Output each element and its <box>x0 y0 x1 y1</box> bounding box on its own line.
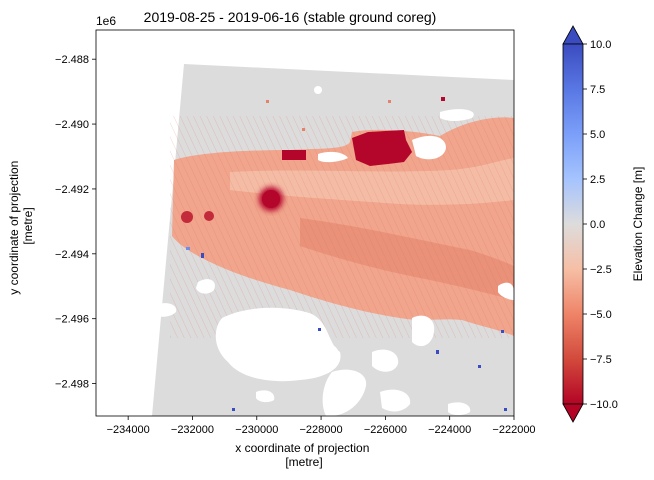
x-tick-label: −230000 <box>235 424 278 436</box>
colorbar-extend-min <box>562 403 584 423</box>
large-loss-patch <box>352 130 412 166</box>
y-offset-label: 1e6 <box>96 14 116 28</box>
elevation-change-raster <box>152 64 514 416</box>
loss-spot-b <box>262 190 280 208</box>
x-axis-label-line2: [metre] <box>285 455 322 469</box>
colorbar-tick-label: 7.5 <box>590 84 605 96</box>
colorbar: 10.0 7.5 5.0 2.5 0.0 −2.5 −5.0 −7.5 −10.0 Elevat… <box>562 25 645 423</box>
x-tick-label: −234000 <box>107 424 150 436</box>
y-tick-label: −2.494 <box>55 249 89 261</box>
loss-spot-d <box>204 211 214 221</box>
x-axis-label-line1: x coordinate of projection <box>235 441 369 455</box>
colorbar-extend-max <box>562 25 584 45</box>
small-loss-patch <box>282 150 306 160</box>
y-axis-ticks: −2.488 −2.490 −2.492 −2.494 −2.496 −2.498 <box>55 54 96 391</box>
speckles <box>186 97 507 411</box>
colorbar-tick-label: 10.0 <box>590 39 611 51</box>
colorbar-gradient <box>562 43 584 405</box>
crevasse-texture <box>170 116 514 338</box>
x-axis-label: x coordinate of projection [metre] <box>235 441 372 469</box>
colorbar-tick-label: −7.5 <box>590 354 612 366</box>
colorbar-ticks: 10.0 7.5 5.0 2.5 0.0 −2.5 −5.0 −7.5 −10.0 <box>583 39 618 411</box>
plot-area-frame <box>95 29 515 417</box>
x-tick-label: −222000 <box>492 424 535 436</box>
x-tick-label: −232000 <box>171 424 214 436</box>
y-tick-label: −2.492 <box>55 184 89 196</box>
x-tick-label: −224000 <box>428 424 471 436</box>
colorbar-tick-label: −2.5 <box>590 264 612 276</box>
colorbar-tick-label: −10.0 <box>590 399 618 411</box>
colorbar-tick-label: 0.0 <box>590 219 605 231</box>
y-axis-label-line1: y coordinate of projection <box>7 161 21 295</box>
colorbar-tick-label: 2.5 <box>590 174 605 186</box>
colorbar-tick-label: 5.0 <box>590 129 605 141</box>
chart-title: 2019-08-25 - 2019-06-16 (stable ground c… <box>144 9 437 25</box>
x-axis-ticks: −234000 −232000 −230000 −228000 −226000 −2240… <box>107 416 536 436</box>
y-tick-label: −2.488 <box>55 54 89 66</box>
colorbar-label: Elevation Change [m] <box>631 167 645 282</box>
y-axis-label-line2: [metre] <box>21 207 35 244</box>
x-tick-label: −228000 <box>300 424 343 436</box>
y-tick-label: −2.496 <box>55 314 89 326</box>
y-tick-label: −2.498 <box>55 379 89 391</box>
nodata-holes <box>152 86 514 416</box>
y-tick-label: −2.490 <box>55 119 89 131</box>
colorbar-tick-label: −5.0 <box>590 309 612 321</box>
loss-spot-c <box>181 211 193 223</box>
y-axis-label: y coordinate of projection [metre] <box>7 157 35 294</box>
x-tick-label: −226000 <box>364 424 407 436</box>
